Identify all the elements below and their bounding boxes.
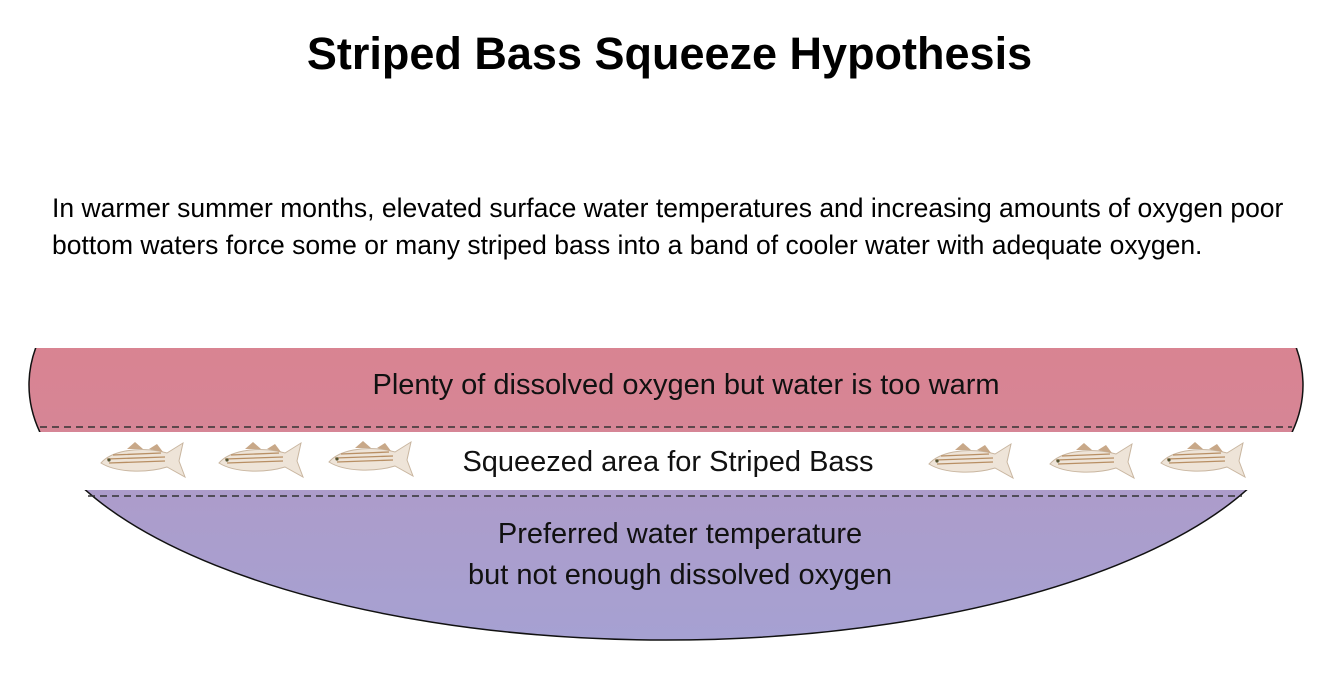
striped-bass-icon xyxy=(328,440,414,477)
striped-bass-icon xyxy=(218,441,304,478)
squeeze-zone-label: Squeezed area for Striped Bass xyxy=(462,446,873,478)
striped-bass-icon xyxy=(928,442,1014,479)
striped-bass-icon xyxy=(100,441,186,478)
bottom-zone-label-line1: Preferred water temperature xyxy=(498,518,862,550)
warm-surface-zone: Plenty of dissolved oxygen but water is … xyxy=(28,348,1304,432)
low-oxygen-bottom-zone: Preferred water temperature but not enou… xyxy=(84,490,1248,641)
warm-zone-label: Plenty of dissolved oxygen but water is … xyxy=(372,369,999,401)
description-text: In warmer summer months, elevated surfac… xyxy=(52,193,1284,260)
squeeze-zone: Squeezed area for Striped Bass xyxy=(100,440,1246,479)
bottom-zone-label-line2: but not enough dissolved oxygen xyxy=(468,559,892,591)
striped-bass-icon xyxy=(1049,442,1135,479)
striped-bass-icon xyxy=(1160,441,1246,478)
diagram-title: Striped Bass Squeeze Hypothesis xyxy=(306,28,1033,79)
